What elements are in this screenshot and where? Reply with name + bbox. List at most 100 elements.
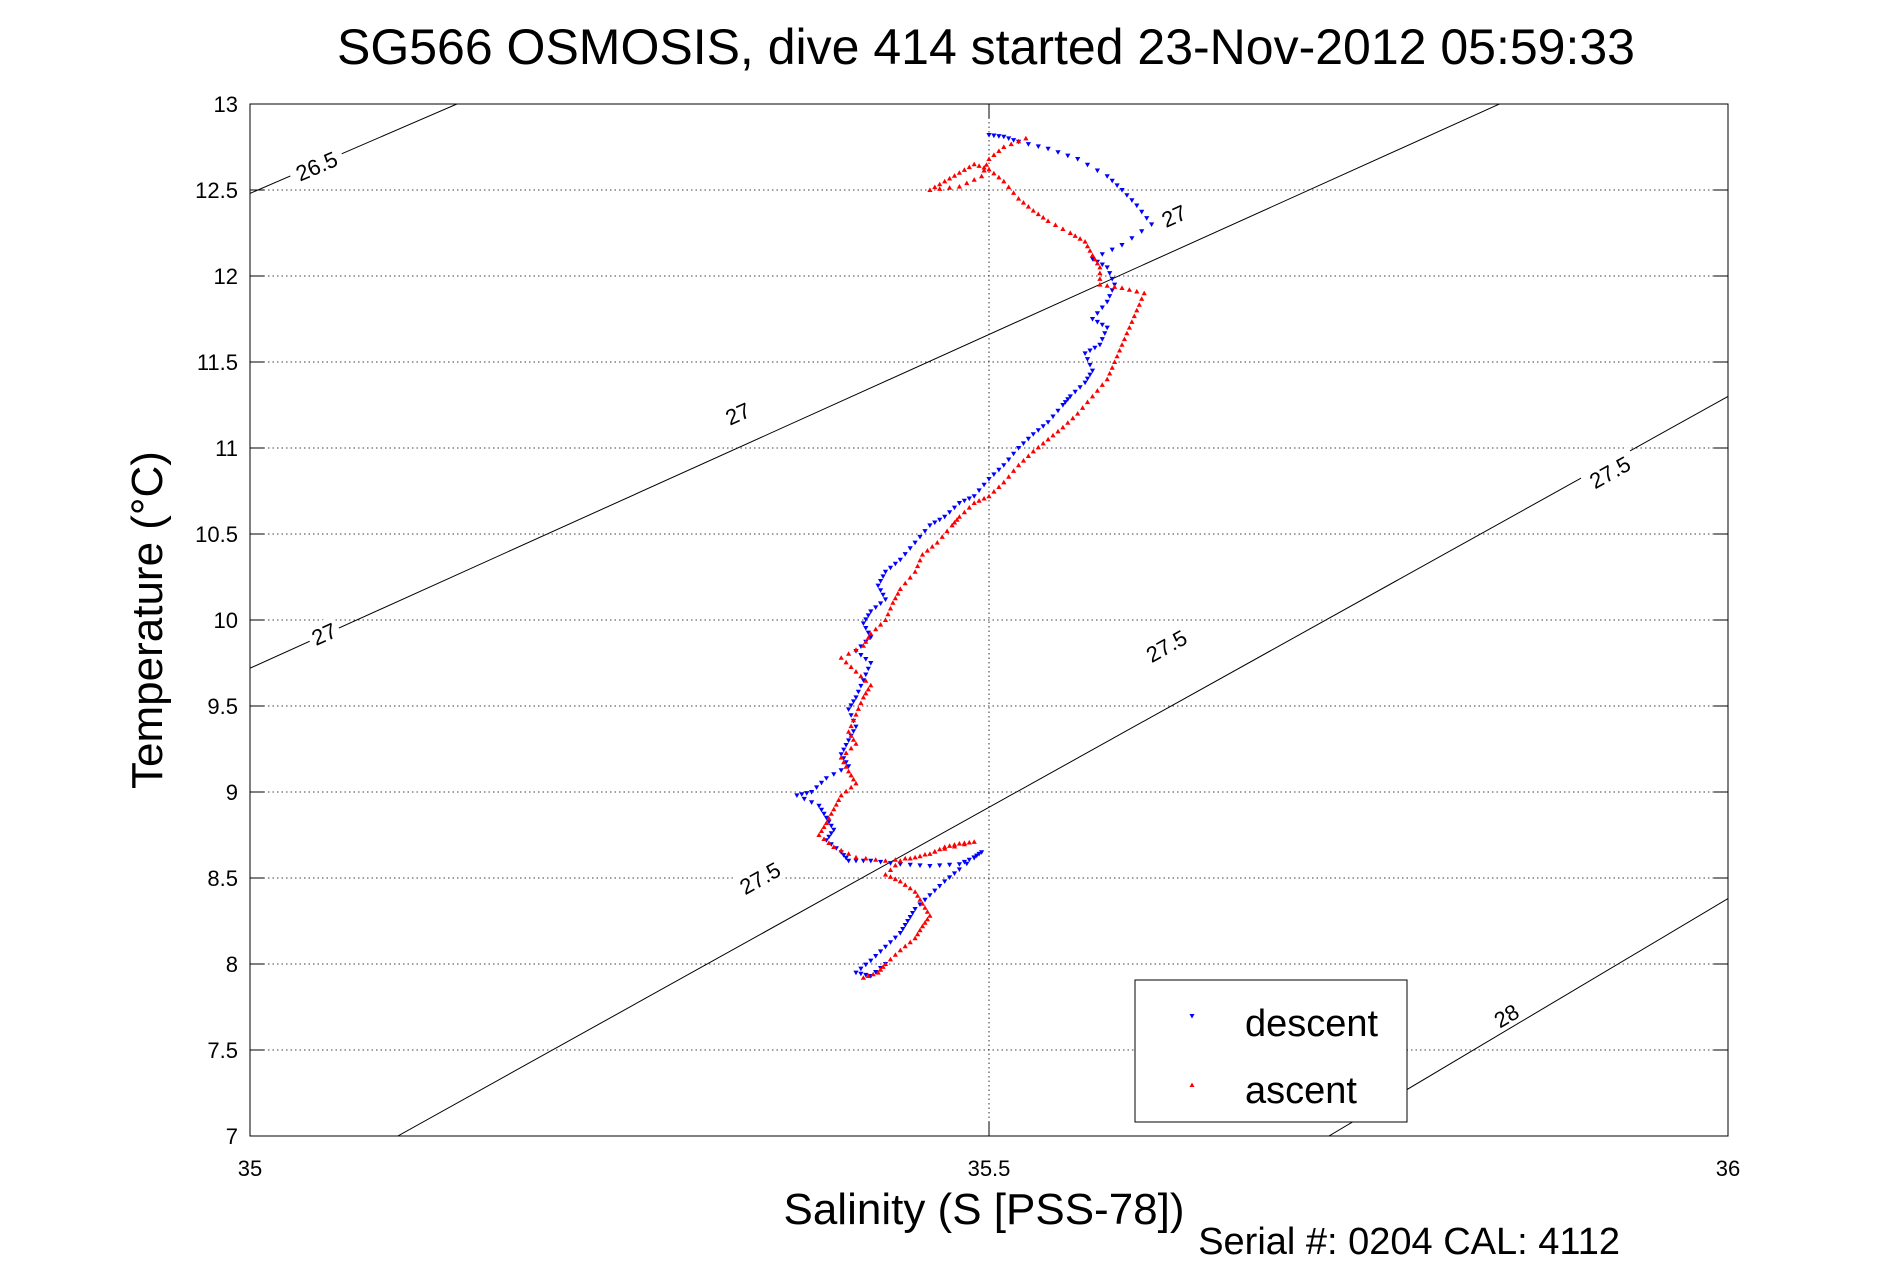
descent-point bbox=[986, 133, 992, 138]
descent-point bbox=[1055, 150, 1061, 155]
ascent-point bbox=[860, 975, 866, 980]
contour-label-bg bbox=[1485, 996, 1526, 1034]
descent-point bbox=[818, 780, 825, 786]
ascent-point bbox=[922, 851, 928, 857]
descent-point bbox=[892, 935, 898, 941]
ascent-point bbox=[937, 186, 943, 191]
contour-line bbox=[397, 395, 1728, 1136]
descent-point bbox=[1089, 256, 1096, 262]
descent-point bbox=[1084, 357, 1091, 362]
legend-label-descent: descent bbox=[1245, 1003, 1379, 1045]
ascent-point bbox=[922, 905, 928, 910]
contour-label-bg bbox=[1579, 447, 1640, 496]
descent-point bbox=[887, 940, 894, 945]
ascent-point bbox=[878, 967, 884, 972]
ascent-point bbox=[971, 161, 977, 167]
ascent-point bbox=[841, 759, 847, 765]
ascent-point bbox=[915, 931, 921, 937]
ascent-point bbox=[924, 916, 930, 922]
descent-point bbox=[878, 859, 884, 865]
descent-point bbox=[922, 529, 928, 534]
descent-point bbox=[882, 597, 889, 602]
ascent-point bbox=[1006, 474, 1012, 479]
ascent-point bbox=[947, 185, 953, 190]
descent-point bbox=[1084, 162, 1091, 168]
descent-point bbox=[863, 657, 869, 662]
descent-point bbox=[831, 827, 837, 833]
descent-point bbox=[1045, 146, 1051, 152]
ascent-point bbox=[1016, 196, 1022, 201]
descent-point bbox=[853, 695, 859, 700]
ascent-point bbox=[846, 768, 852, 774]
descent-point bbox=[922, 897, 928, 903]
ascent-point bbox=[850, 737, 857, 742]
y-tick-label: 8 bbox=[226, 952, 238, 977]
ascent-point bbox=[865, 686, 871, 692]
contour-line bbox=[250, 104, 458, 194]
ascent-point bbox=[932, 184, 938, 190]
ascent-point bbox=[1134, 288, 1140, 294]
descent-point bbox=[882, 944, 889, 950]
ascent-point bbox=[956, 841, 962, 846]
ascent-point bbox=[1124, 330, 1130, 336]
descent-point bbox=[1011, 451, 1017, 457]
descent-point bbox=[873, 605, 879, 610]
ascent-point bbox=[846, 729, 852, 734]
ascent-point bbox=[1097, 270, 1103, 276]
descent-point bbox=[868, 661, 874, 666]
serial-cal-footer: Serial #: 0204 CAL: 4112 bbox=[1198, 1221, 1620, 1262]
descent-point bbox=[878, 588, 884, 593]
descent-point bbox=[887, 565, 894, 571]
ascent-point bbox=[1080, 405, 1086, 410]
descent-point bbox=[814, 785, 820, 790]
ascent-point bbox=[838, 792, 844, 798]
ascent-point bbox=[949, 522, 955, 528]
ascent-point bbox=[976, 498, 982, 503]
ascent-point bbox=[912, 569, 918, 574]
contour-label-bg bbox=[303, 615, 344, 651]
descent-point bbox=[1099, 252, 1105, 257]
ascent-point bbox=[917, 853, 923, 859]
descent-point bbox=[1089, 317, 1096, 322]
x-tick-label: 35.5 bbox=[968, 1156, 1011, 1181]
ascent-point bbox=[996, 174, 1002, 180]
descent-point bbox=[880, 574, 886, 579]
ascent-point bbox=[937, 181, 943, 187]
descent-point bbox=[912, 907, 918, 912]
descent-point bbox=[991, 472, 997, 477]
descent-point bbox=[1104, 299, 1110, 305]
ascent-point bbox=[1139, 296, 1145, 301]
ascent-point bbox=[991, 489, 997, 494]
ascent-point bbox=[897, 878, 903, 884]
ascent-point bbox=[924, 909, 930, 914]
descent-point bbox=[937, 517, 943, 523]
ascent-point bbox=[863, 639, 869, 644]
ascent-point bbox=[1131, 313, 1137, 319]
ascent-point bbox=[846, 651, 852, 656]
ascent-point bbox=[986, 156, 992, 161]
descent-point bbox=[1129, 236, 1135, 241]
ascent-point bbox=[1065, 420, 1071, 425]
descent-point bbox=[865, 630, 871, 636]
descent-point bbox=[1124, 193, 1130, 198]
ascent-point bbox=[882, 872, 889, 877]
ascent-point bbox=[887, 867, 894, 872]
legend: descent ascent bbox=[1134, 979, 1408, 1123]
descent-point bbox=[897, 557, 903, 563]
ascent-point bbox=[1077, 236, 1083, 241]
descent-point bbox=[826, 834, 832, 840]
ascent-point bbox=[971, 839, 977, 844]
descent-point bbox=[868, 609, 874, 614]
y-tick-label: 9 bbox=[226, 780, 238, 805]
descent-point bbox=[846, 707, 852, 712]
ascent-point bbox=[1114, 353, 1120, 359]
ascent-point bbox=[1104, 283, 1110, 288]
ascent-point bbox=[919, 923, 926, 929]
ascent-point bbox=[907, 885, 913, 891]
ascent-point bbox=[1121, 336, 1128, 342]
ascent-point bbox=[971, 177, 977, 182]
ascent-point bbox=[919, 552, 926, 557]
legend-marker-ascent bbox=[1189, 1082, 1195, 1087]
ascent-point bbox=[1109, 365, 1115, 370]
ascent-point bbox=[1016, 462, 1022, 468]
